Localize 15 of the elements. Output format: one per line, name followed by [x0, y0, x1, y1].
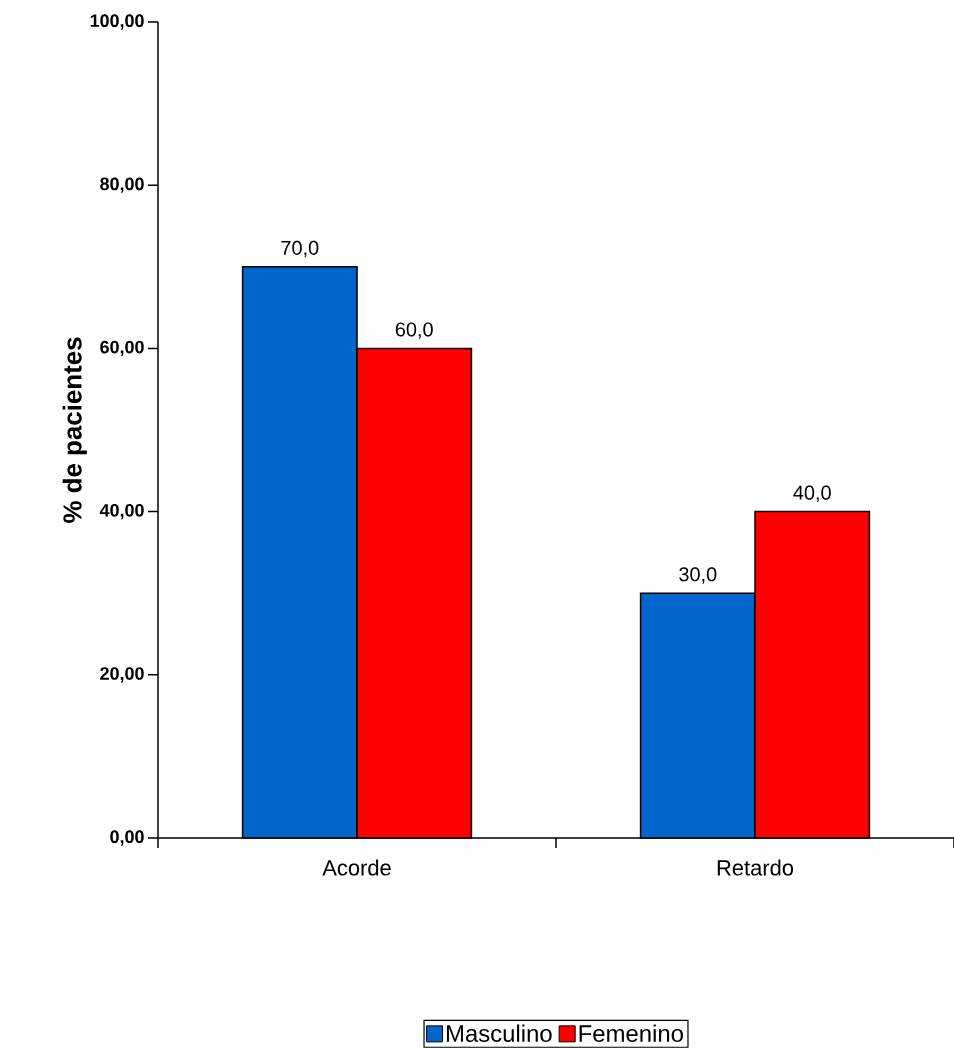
- y-tick-label: 0,00: [110, 830, 144, 846]
- y-tick-label: 60,00: [100, 340, 144, 357]
- legend-label: Masculino: [446, 1024, 552, 1042]
- data-label: 40,0: [793, 485, 831, 503]
- y-tick-label: 100,00: [90, 14, 144, 30]
- y-tick-label: 80,00: [100, 177, 144, 193]
- data-label: 60,0: [395, 322, 433, 339]
- data-label: 70,0: [281, 240, 319, 258]
- legend-label: Femenino: [579, 1024, 683, 1042]
- y-tick-label: 20,00: [100, 667, 144, 683]
- y-axis-title: % de pacientes: [62, 337, 87, 523]
- x-tick-label: Acorde: [322, 859, 391, 876]
- y-tick-label: 40,00: [99, 503, 144, 520]
- data-label: 30,0: [679, 567, 717, 584]
- x-tick-label: Retardo: [717, 859, 794, 876]
